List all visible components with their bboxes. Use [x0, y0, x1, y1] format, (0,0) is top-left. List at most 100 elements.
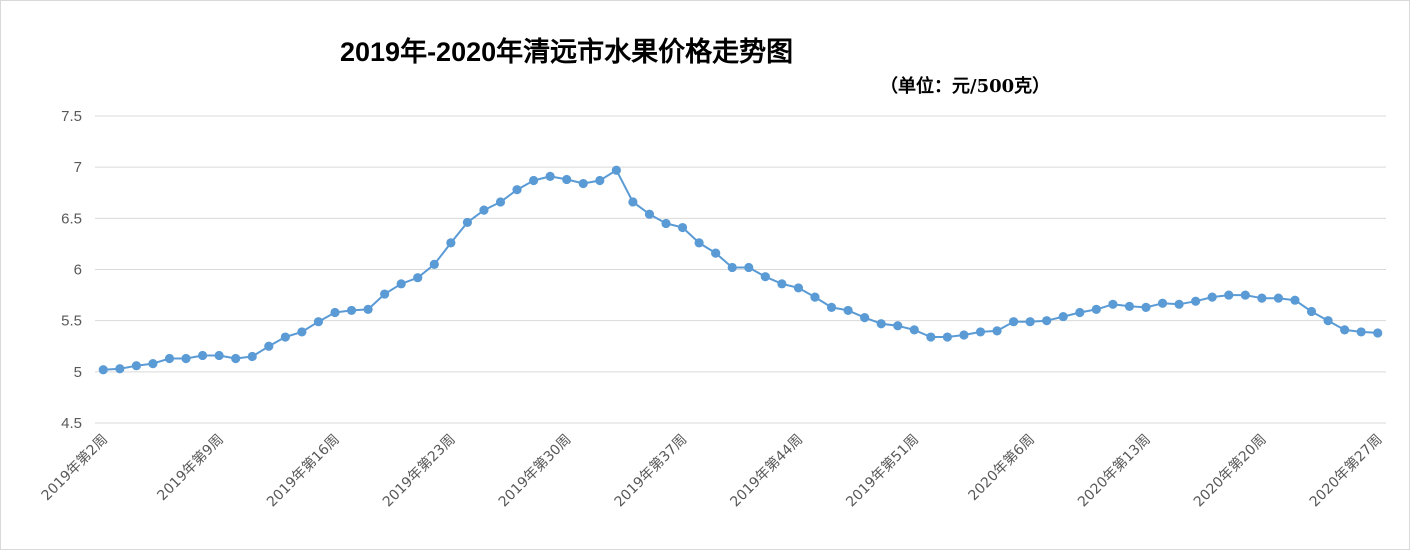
data-point [1058, 311, 1068, 322]
data-point [843, 305, 853, 316]
data-point [1157, 298, 1168, 308]
data-point [711, 248, 721, 258]
data-point [628, 197, 638, 207]
data-point [1141, 302, 1151, 312]
data-point [115, 364, 125, 374]
data-point [793, 283, 804, 293]
y-tick-label: 5 [74, 364, 82, 381]
data-point [860, 312, 870, 323]
data-point [396, 279, 406, 289]
data-point [975, 327, 986, 337]
data-point [1340, 325, 1350, 335]
data-point [495, 197, 506, 207]
y-tick-label: 5.5 [61, 313, 82, 330]
data-point [231, 353, 241, 364]
x-tick-label: 2019年第2周 [38, 431, 111, 504]
data-point [280, 332, 290, 342]
y-tick-label: 6 [74, 262, 82, 279]
y-tick-label: 7 [74, 159, 82, 176]
x-tick-label: 2019年第44周 [727, 431, 807, 511]
data-point [346, 305, 357, 316]
data-point [826, 302, 837, 312]
data-point [694, 238, 704, 248]
data-point [512, 185, 522, 195]
data-point [959, 330, 969, 340]
data-point [876, 319, 886, 329]
data-point [1075, 307, 1085, 318]
data-point [661, 218, 671, 229]
data-point [148, 359, 158, 369]
data-point [1124, 301, 1135, 311]
data-point [462, 217, 473, 228]
y-tick-label: 4.5 [61, 415, 82, 432]
data-point [677, 222, 688, 233]
data-point [760, 272, 770, 282]
data-point [297, 327, 307, 337]
x-tick-label: 2020年第6周 [965, 431, 1038, 504]
x-tick-label: 2019年第30周 [495, 431, 575, 511]
data-point [942, 332, 952, 342]
data-point [380, 289, 390, 299]
data-point [446, 238, 456, 248]
data-point [197, 350, 208, 361]
x-tick-label: 2019年第16周 [263, 431, 343, 511]
x-tick-label: 2020年第27周 [1306, 431, 1386, 511]
data-point [247, 351, 257, 362]
data-point [1240, 290, 1250, 300]
data-point [1306, 306, 1317, 317]
x-tick-label: 2019年第37周 [611, 431, 691, 511]
data-point [810, 292, 820, 302]
data-point [1290, 295, 1300, 305]
data-point [164, 353, 175, 364]
data-point [363, 304, 373, 315]
data-point [1191, 296, 1201, 306]
gridlines [95, 115, 1386, 424]
chart-unit-subtitle: （单位：元/500克） [880, 76, 1051, 97]
data-point [131, 361, 141, 371]
chart-title: 2019年-2020年清远市水果价格走势图 [340, 37, 794, 67]
data-point [1257, 293, 1267, 303]
data-point [1025, 317, 1035, 327]
data-point [545, 171, 555, 181]
data-point [330, 307, 340, 318]
data-point [562, 174, 572, 185]
data-point [1224, 290, 1234, 300]
data-point [727, 262, 737, 273]
price-series [98, 165, 1383, 375]
data-point [893, 321, 903, 331]
data-point [429, 259, 439, 269]
x-tick-label: 2019年第9周 [154, 431, 227, 504]
y-tick-label: 6.5 [61, 210, 82, 227]
data-point [1373, 328, 1383, 338]
y-tick-label: 7.5 [61, 108, 82, 125]
data-point [578, 178, 588, 189]
data-point [1108, 299, 1118, 309]
data-point [909, 325, 919, 335]
x-tick-label: 2020年第20周 [1190, 431, 1270, 511]
data-point [479, 205, 489, 215]
x-tick-label: 2019年第23周 [379, 431, 459, 511]
data-point [611, 165, 621, 175]
data-point [1174, 299, 1184, 309]
data-point [313, 317, 324, 327]
data-point [1207, 292, 1217, 302]
data-point [529, 175, 539, 186]
data-point [1356, 327, 1366, 337]
data-point [744, 262, 754, 273]
data-point [413, 273, 423, 283]
data-point [181, 353, 191, 364]
data-point [1091, 304, 1101, 315]
data-point [1042, 316, 1052, 326]
data-point [98, 365, 108, 375]
x-axis-labels: 2019年第2周 2019年第9周 2019年第16周 2019年第23周 2019年第… [38, 431, 1386, 511]
data-point [926, 332, 936, 342]
data-point [595, 175, 605, 186]
data-point [1008, 317, 1019, 327]
y-axis-labels: 4.5 5 5.5 6 6.5 7 7.5 [61, 108, 82, 432]
data-point [1273, 293, 1284, 303]
data-point [1323, 316, 1333, 326]
data-point [644, 209, 655, 219]
data-point [777, 279, 787, 289]
